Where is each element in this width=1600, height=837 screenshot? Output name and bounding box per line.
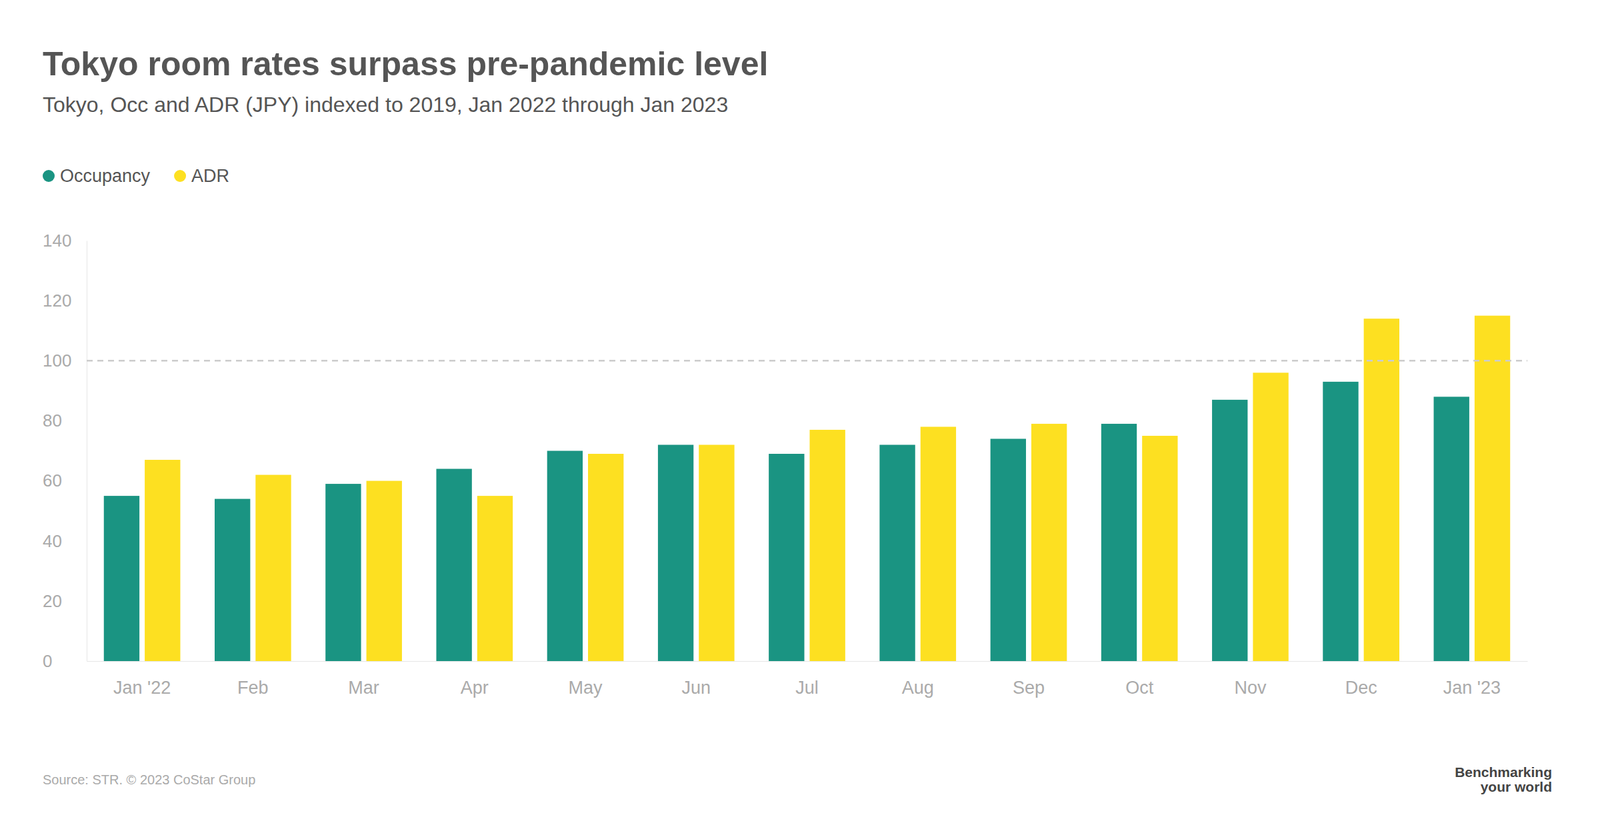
bar (990, 438, 1026, 662)
bar (436, 469, 472, 662)
bar (1322, 382, 1358, 662)
x-tick-label: Jun (681, 678, 711, 698)
y-tick-label: 40 (42, 531, 62, 552)
legend-swatch (174, 170, 186, 182)
y-tick-label: 140 (42, 230, 72, 251)
y-axis: 0 20 40 60 80 100 120 140 (42, 230, 88, 672)
x-tick: May (568, 661, 604, 698)
bar (809, 430, 845, 662)
x-tick-label: Nov (1234, 678, 1267, 698)
y-tick: 80 (42, 410, 87, 431)
bar (366, 481, 402, 662)
x-tick: Jun (681, 661, 711, 698)
x-tick-label: Jan '22 (113, 678, 171, 698)
x-tick: Aug (902, 661, 934, 698)
bar (1142, 436, 1178, 662)
y-axis-line (86, 241, 88, 662)
bar (255, 475, 291, 662)
bars (104, 316, 1510, 662)
y-tick-label: 0 (42, 651, 52, 672)
y-tick: 100 (42, 350, 87, 371)
bar (1212, 400, 1248, 662)
y-tick: 20 (42, 591, 87, 612)
x-tick-label: Aug (902, 678, 934, 698)
legend-swatch (42, 170, 55, 182)
x-tick-label: May (568, 678, 604, 698)
x-tick-label: Jul (795, 678, 819, 698)
x-tick-label: Oct (1125, 678, 1154, 698)
x-tick-label: Sep (1012, 678, 1045, 698)
x-tick-label: Jan '23 (1443, 678, 1501, 698)
y-tick-label: 60 (42, 470, 62, 491)
title: Tokyo room rates surpass pre-pandemic le… (42, 45, 768, 83)
x-axis-line (87, 661, 1528, 662)
y-tick: 0 (42, 651, 87, 672)
bar (144, 460, 180, 662)
bar (477, 496, 513, 662)
bar (1474, 316, 1510, 662)
y-tick-label: 20 (42, 591, 62, 612)
bar (1252, 372, 1288, 662)
y-tick-label: 120 (42, 290, 72, 311)
bar (104, 496, 140, 662)
x-tick: Sep (1012, 661, 1045, 698)
brand-text: your world (1480, 779, 1552, 795)
x-tick: Oct (1125, 661, 1154, 698)
bar (325, 484, 361, 662)
bar (920, 426, 956, 662)
bar (879, 444, 915, 662)
y-tick-label: 100 (42, 350, 72, 371)
legend-label: ADR (191, 166, 230, 186)
legend-label: Occupancy (60, 166, 151, 186)
bar (1434, 396, 1470, 662)
brand-text: Benchmarking (1454, 764, 1552, 780)
bar (214, 499, 250, 662)
x-tick-label: Mar (348, 678, 380, 698)
bar (1101, 424, 1137, 662)
x-tick: Jan '23 (1443, 661, 1501, 698)
plot: 0 20 40 60 80 100 120 140 Jan '22 Feb Mar Apr May Jun… (42, 230, 1528, 698)
subtitle: Tokyo, Occ and ADR (JPY) indexed to 2019… (42, 92, 728, 117)
y-tick: 40 (42, 531, 87, 552)
bar (698, 444, 734, 662)
y-tick: 60 (42, 470, 87, 491)
x-tick-label: Feb (237, 678, 269, 698)
x-tick: Jan '22 (113, 661, 171, 698)
legend: Occupancy ADR (42, 166, 230, 186)
x-tick: Nov (1234, 661, 1267, 698)
x-tick: Mar (348, 661, 380, 698)
y-tick-label: 80 (42, 410, 62, 431)
x-tick: Jul (795, 661, 819, 698)
bar (588, 454, 624, 662)
x-tick-label: Apr (460, 678, 489, 698)
x-tick-label: Dec (1345, 678, 1378, 698)
source: Source: STR. © 2023 CoStar Group (42, 772, 256, 788)
y-tick: 120 (42, 290, 87, 311)
bar (768, 454, 804, 662)
x-tick: Apr (460, 661, 489, 698)
reference-line (86, 360, 1528, 362)
bar (547, 451, 583, 662)
bar (658, 444, 694, 662)
y-tick: 140 (42, 230, 87, 251)
x-tick: Dec (1345, 661, 1378, 698)
chart: Tokyo room rates surpass pre-pandemic le… (0, 0, 1600, 837)
brand: Benchmarkingyour world (1454, 764, 1552, 795)
x-axis: Jan '22 Feb Mar Apr May Jun Jul Aug Sep Oct Nov Dec… (87, 661, 1528, 698)
x-tick: Feb (237, 661, 269, 698)
bar (1031, 424, 1067, 662)
bar (1364, 318, 1400, 662)
